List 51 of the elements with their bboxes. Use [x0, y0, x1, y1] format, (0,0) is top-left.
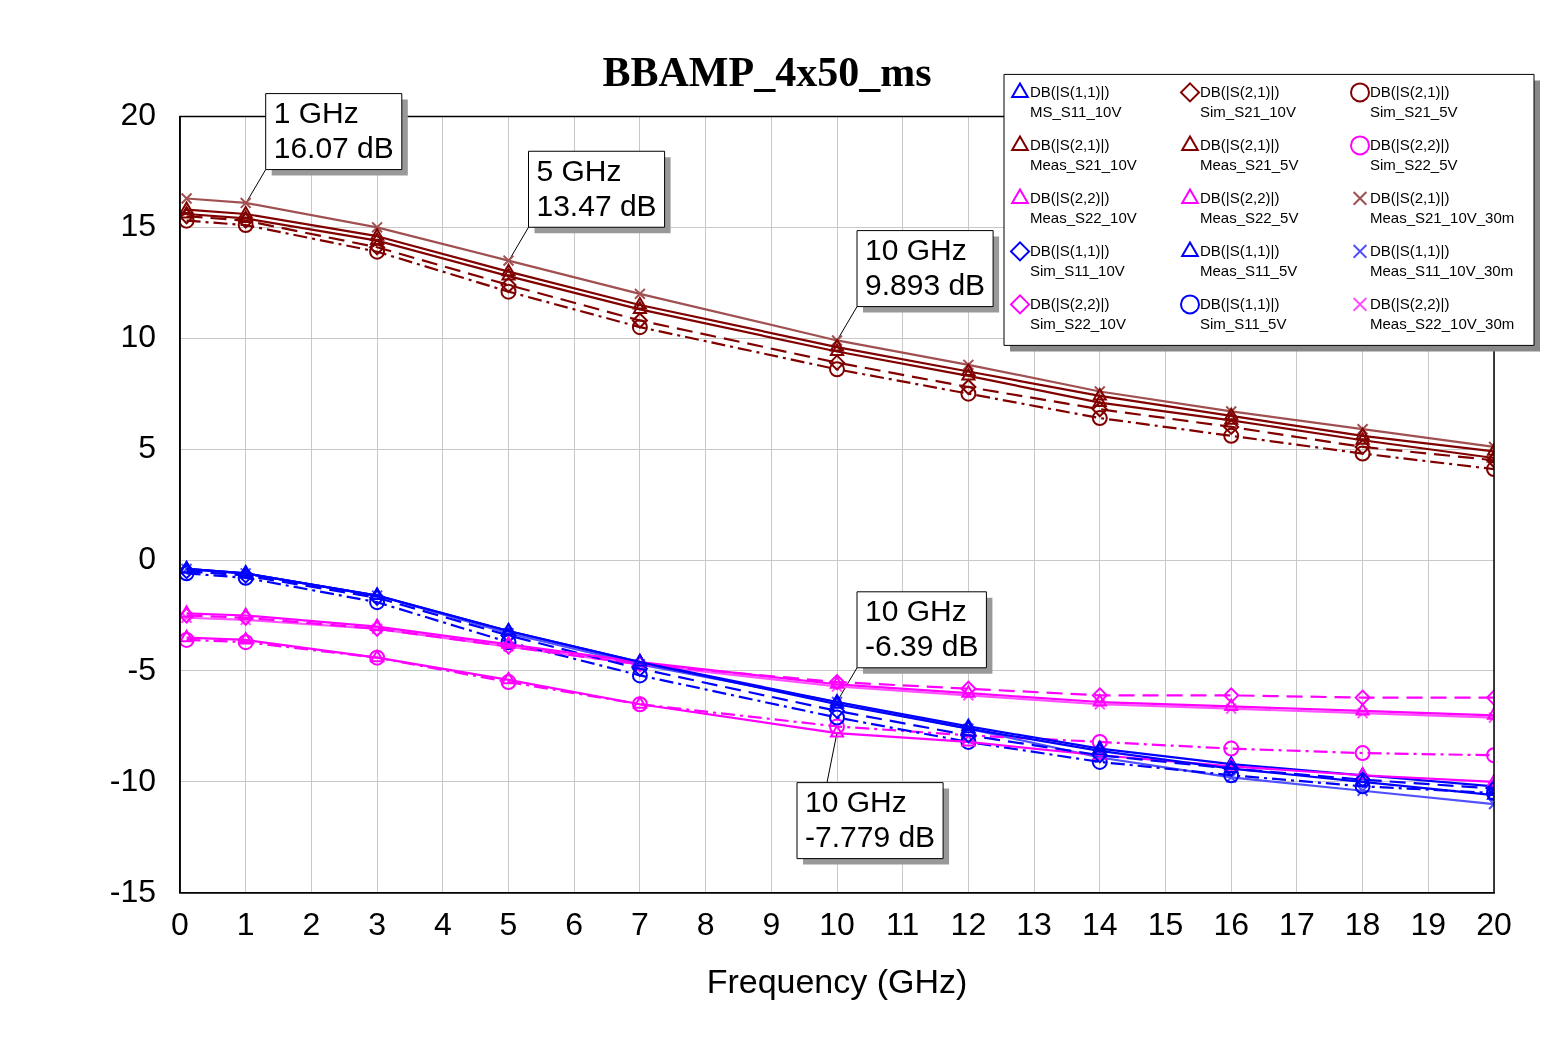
x-tick-label: 11 — [886, 905, 920, 942]
x-tick-label: 13 — [1016, 905, 1052, 942]
legend-label: DB(|S(1,1)|) MS_S11_10V — [1030, 82, 1122, 120]
x-axis-title: Frequency (GHz) — [706, 961, 968, 1000]
legend-label: DB(|S(1,1)|) Meas_S11_5V — [1200, 241, 1298, 279]
legend-label: DB(|S(2,2)|) Meas_S22_10V — [1030, 188, 1137, 226]
x-tick-label: 17 — [1279, 905, 1315, 942]
y-tick-label: 15 — [120, 207, 156, 244]
legend-label: DB(|S(2,1)|) Sim_S21_10V — [1200, 82, 1296, 120]
legend-label: DB(|S(2,2)|) Sim_S22_5V — [1370, 135, 1458, 173]
legend-label: DB(|S(2,2)|) Meas_S22_10V_30m — [1370, 294, 1515, 332]
annotation: 10 GHz -6.39 dB — [865, 594, 979, 663]
legend-label: DB(|S(2,1)|) Meas_S21_10V_30m — [1370, 188, 1515, 226]
legend-label: DB(|S(2,1)|) Sim_S21_5V — [1370, 82, 1458, 120]
x-tick-label: 4 — [433, 905, 452, 942]
y-tick-label: 20 — [120, 96, 156, 133]
legend-label: DB(|S(2,1)|) Meas_S21_5V — [1200, 135, 1299, 173]
y-tick-label: 5 — [138, 428, 156, 465]
y-tick-label: 10 — [120, 318, 156, 355]
x-tick-label: 12 — [950, 905, 987, 942]
annotation: 10 GHz -7.779 dB — [805, 784, 936, 853]
x-tick-label: 20 — [1476, 905, 1512, 942]
legend-label: DB(|S(1,1)|) Sim_S11_5V — [1200, 294, 1287, 332]
x-tick-label: 2 — [302, 905, 321, 942]
annotation: 5 GHz 13.47 dB — [536, 153, 657, 222]
legend-label: DB(|S(2,2)|) Sim_S22_10V — [1030, 294, 1126, 332]
legend-label: DB(|S(1,1)|) Sim_S11_10V — [1030, 241, 1125, 279]
x-tick-label: 1 — [236, 905, 255, 942]
x-tick-label: 16 — [1213, 905, 1249, 942]
y-tick-label: -10 — [109, 761, 156, 798]
x-tick-label: 14 — [1082, 905, 1118, 942]
x-tick-label: 6 — [565, 905, 584, 942]
x-tick-label: 15 — [1147, 905, 1184, 942]
chart-title: BBAMP_4x50_ms — [602, 49, 932, 96]
x-tick-label: 19 — [1410, 905, 1447, 942]
x-tick-label: 0 — [171, 905, 189, 942]
annotation: 10 GHz 9.893 dB — [865, 232, 986, 301]
x-tick-label: 7 — [631, 905, 649, 942]
x-tick-label: 3 — [368, 905, 386, 942]
legend-label: DB(|S(1,1)|) Meas_S11_10V_30m — [1370, 241, 1514, 279]
y-tick-label: 0 — [138, 539, 156, 576]
legend-label: DB(|S(2,2)|) Meas_S22_5V — [1200, 188, 1299, 226]
annotation: 1 GHz 16.07 dB — [273, 95, 394, 164]
legend-label: DB(|S(2,1)|) Meas_S21_10V — [1030, 135, 1137, 173]
x-tick-label: 5 — [499, 905, 518, 942]
x-tick-label: 18 — [1344, 905, 1381, 942]
y-tick-label: -5 — [127, 650, 156, 687]
x-tick-label: 8 — [696, 905, 715, 942]
x-tick-label: 10 — [819, 905, 855, 942]
y-tick-label: -15 — [109, 872, 156, 909]
x-tick-label: 9 — [762, 905, 781, 942]
